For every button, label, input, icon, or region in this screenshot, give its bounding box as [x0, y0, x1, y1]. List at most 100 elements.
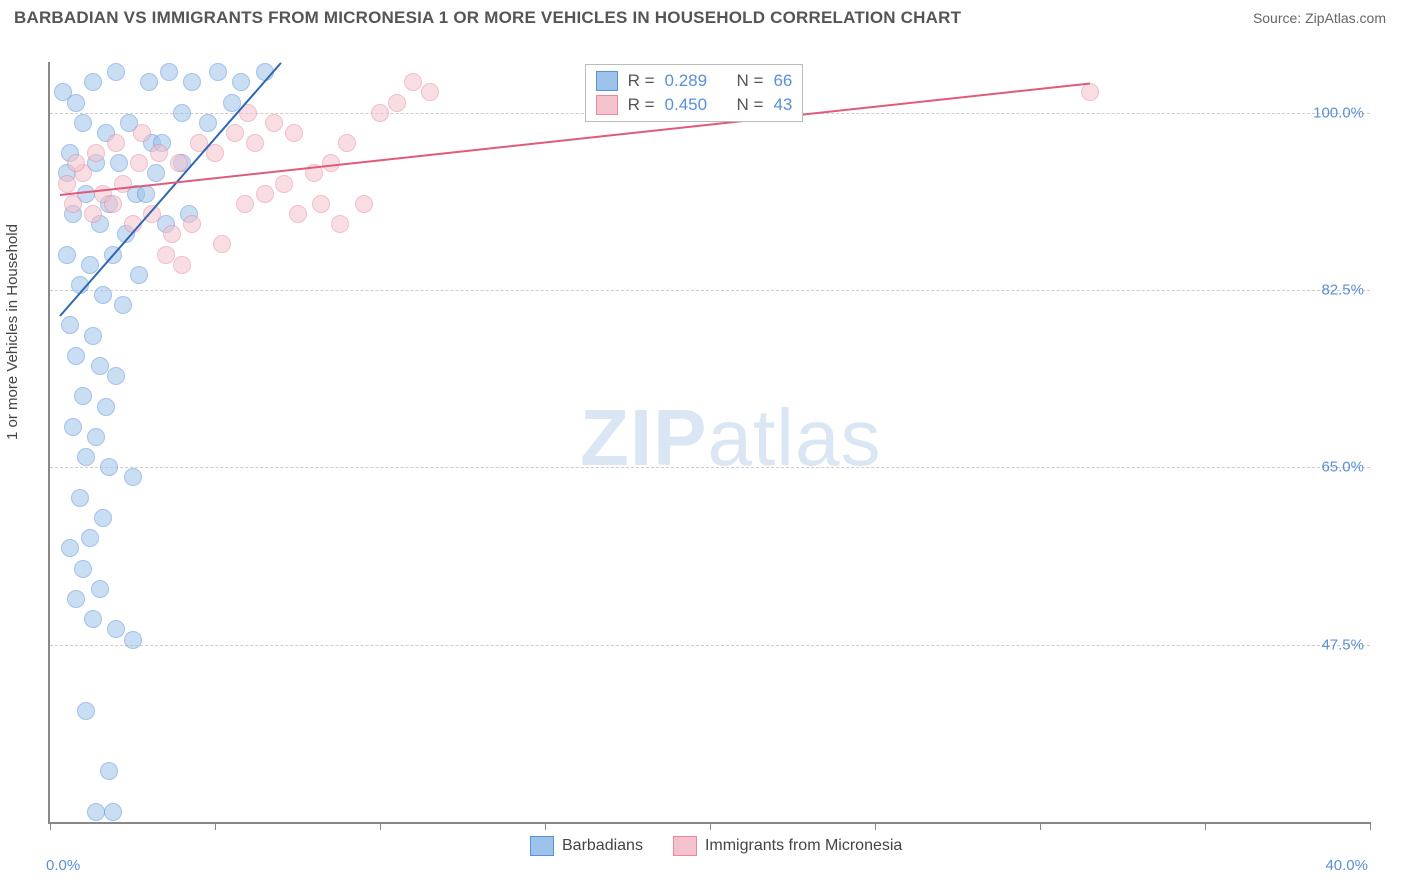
gridline [50, 290, 1370, 291]
data-point [64, 195, 82, 213]
data-point [246, 134, 264, 152]
stat-key: N = [737, 95, 764, 115]
data-point [77, 448, 95, 466]
data-point [94, 286, 112, 304]
data-point [100, 762, 118, 780]
x-tick [545, 822, 546, 830]
data-point [213, 235, 231, 253]
data-point [265, 114, 283, 132]
data-point [84, 205, 102, 223]
data-point [87, 144, 105, 162]
data-point [104, 195, 122, 213]
data-point [133, 124, 151, 142]
stat-r-value: 0.450 [665, 95, 708, 115]
data-point [104, 803, 122, 821]
data-point [160, 63, 178, 81]
x-tick [50, 822, 51, 830]
data-point [67, 590, 85, 608]
data-point [421, 83, 439, 101]
data-point [355, 195, 373, 213]
x-tick [1205, 822, 1206, 830]
x-tick [215, 822, 216, 830]
legend-item: Barbadians [530, 836, 643, 856]
data-point [275, 175, 293, 193]
data-point [232, 73, 250, 91]
stats-row: R =0.450 N =43 [596, 93, 793, 117]
source-label: Source: ZipAtlas.com [1253, 10, 1386, 26]
watermark-rest: atlas [707, 393, 881, 482]
data-point [61, 539, 79, 557]
data-point [74, 114, 92, 132]
data-point [285, 124, 303, 142]
stat-key: R = [628, 95, 655, 115]
x-tick [875, 822, 876, 830]
data-point [107, 134, 125, 152]
series-legend: Barbadians Immigrants from Micronesia [530, 836, 902, 856]
data-point [289, 205, 307, 223]
stats-legend: R =0.289 N =66R =0.450 N =43 [585, 64, 804, 122]
data-point [388, 94, 406, 112]
data-point [58, 246, 76, 264]
stat-key: R = [628, 71, 655, 91]
data-point [124, 468, 142, 486]
data-point [183, 73, 201, 91]
data-point [67, 94, 85, 112]
data-point [371, 104, 389, 122]
data-point [84, 610, 102, 628]
data-point [163, 225, 181, 243]
data-point [183, 215, 201, 233]
data-point [67, 347, 85, 365]
watermark-bold: ZIP [580, 393, 707, 482]
data-point [130, 266, 148, 284]
data-point [94, 509, 112, 527]
data-point [67, 154, 85, 172]
data-point [87, 428, 105, 446]
x-tick [710, 822, 711, 830]
data-point [64, 418, 82, 436]
stat-r-value: 0.289 [665, 71, 708, 91]
data-point [147, 164, 165, 182]
legend-swatch [530, 836, 554, 856]
data-point [110, 154, 128, 172]
data-point [150, 144, 168, 162]
legend-swatch [596, 71, 618, 91]
data-point [130, 154, 148, 172]
data-point [61, 316, 79, 334]
legend-swatch [673, 836, 697, 856]
data-point [84, 73, 102, 91]
data-point [87, 803, 105, 821]
watermark: ZIPatlas [580, 392, 881, 484]
data-point [107, 63, 125, 81]
y-tick-label: 82.5% [1321, 282, 1364, 299]
legend-item: Immigrants from Micronesia [673, 836, 902, 856]
data-point [256, 185, 274, 203]
x-tick [380, 822, 381, 830]
data-point [107, 367, 125, 385]
data-point [404, 73, 422, 91]
gridline [50, 467, 1370, 468]
legend-swatch [596, 95, 618, 115]
data-point [91, 357, 109, 375]
data-point [58, 175, 76, 193]
chart-area: 1 or more Vehicles in Household ZIPatlas… [14, 40, 1392, 880]
data-point [77, 702, 95, 720]
y-axis-label: 1 or more Vehicles in Household [4, 224, 21, 440]
data-point [71, 489, 89, 507]
data-point [226, 124, 244, 142]
data-point [81, 529, 99, 547]
y-tick-label: 47.5% [1321, 636, 1364, 653]
x-min-label: 0.0% [46, 857, 80, 874]
data-point [173, 256, 191, 274]
stat-n-value: 66 [773, 71, 792, 91]
data-point [81, 256, 99, 274]
data-point [84, 327, 102, 345]
x-tick [1040, 822, 1041, 830]
y-tick-label: 100.0% [1313, 104, 1364, 121]
data-point [100, 458, 118, 476]
data-point [199, 114, 217, 132]
data-point [312, 195, 330, 213]
data-point [236, 195, 254, 213]
data-point [338, 134, 356, 152]
data-point [157, 246, 175, 264]
stat-key: N = [737, 71, 764, 91]
